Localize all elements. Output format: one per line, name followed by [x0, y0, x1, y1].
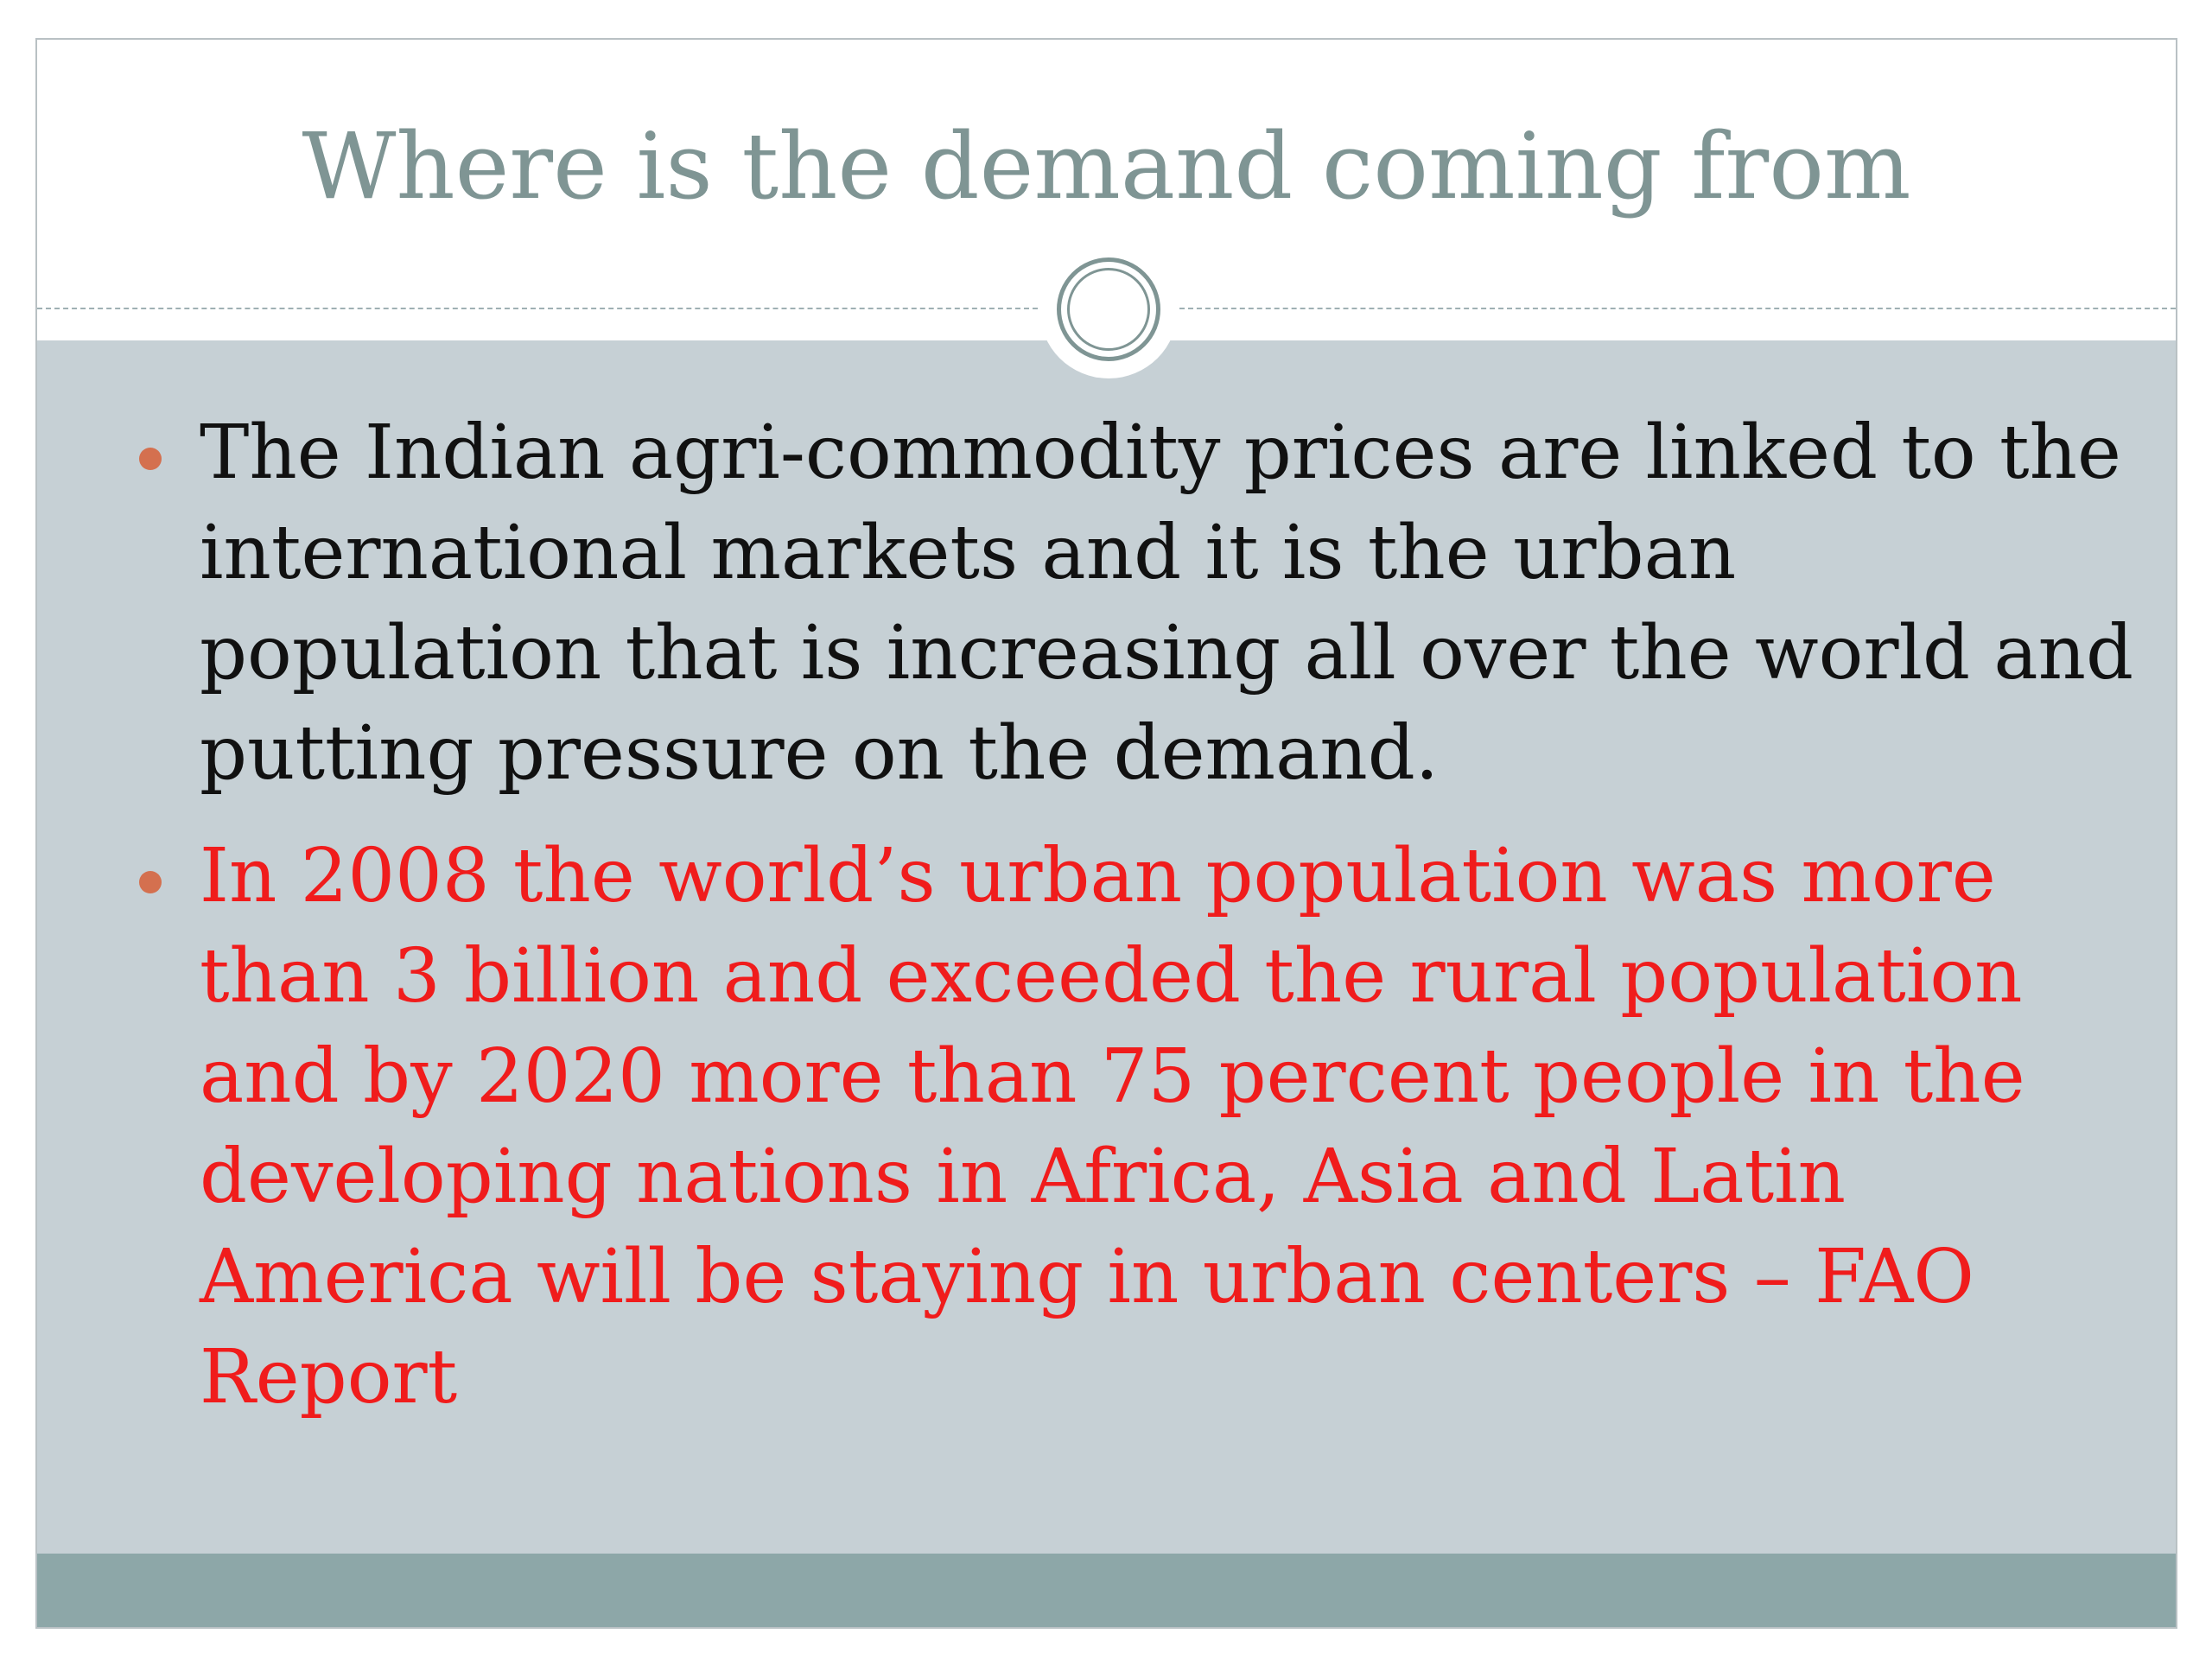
bullet-text: In 2008 the world’s urban population was… [200, 833, 2025, 1421]
circle-ornament-icon [1039, 240, 1178, 378]
ornament-outer-ring [1057, 257, 1160, 361]
content-area [37, 340, 2176, 1554]
title-divider-right [1179, 308, 2176, 309]
footer-bar [37, 1554, 2176, 1627]
ornament-inner-ring [1067, 268, 1150, 351]
bullet-text: The Indian agri-commodity prices are lin… [200, 410, 2134, 797]
slide-title: Where is the demand coming from [302, 113, 1911, 219]
bullet-item-urban-demand: The Indian agri-commodity prices are lin… [98, 403, 2154, 804]
title-divider-left [37, 308, 1038, 309]
slide: Where is the demand coming from The Indi… [35, 38, 2177, 1629]
bullet-item-fao-report: In 2008 the world’s urban population was… [98, 826, 2154, 1427]
bullet-dot-icon [139, 871, 162, 893]
bullet-list: The Indian agri-commodity prices are lin… [98, 403, 2154, 1450]
bullet-dot-icon [139, 448, 162, 470]
